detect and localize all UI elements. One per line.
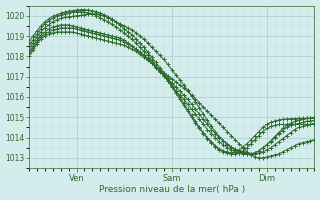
X-axis label: Pression niveau de la mer( hPa ): Pression niveau de la mer( hPa ) — [99, 185, 245, 194]
